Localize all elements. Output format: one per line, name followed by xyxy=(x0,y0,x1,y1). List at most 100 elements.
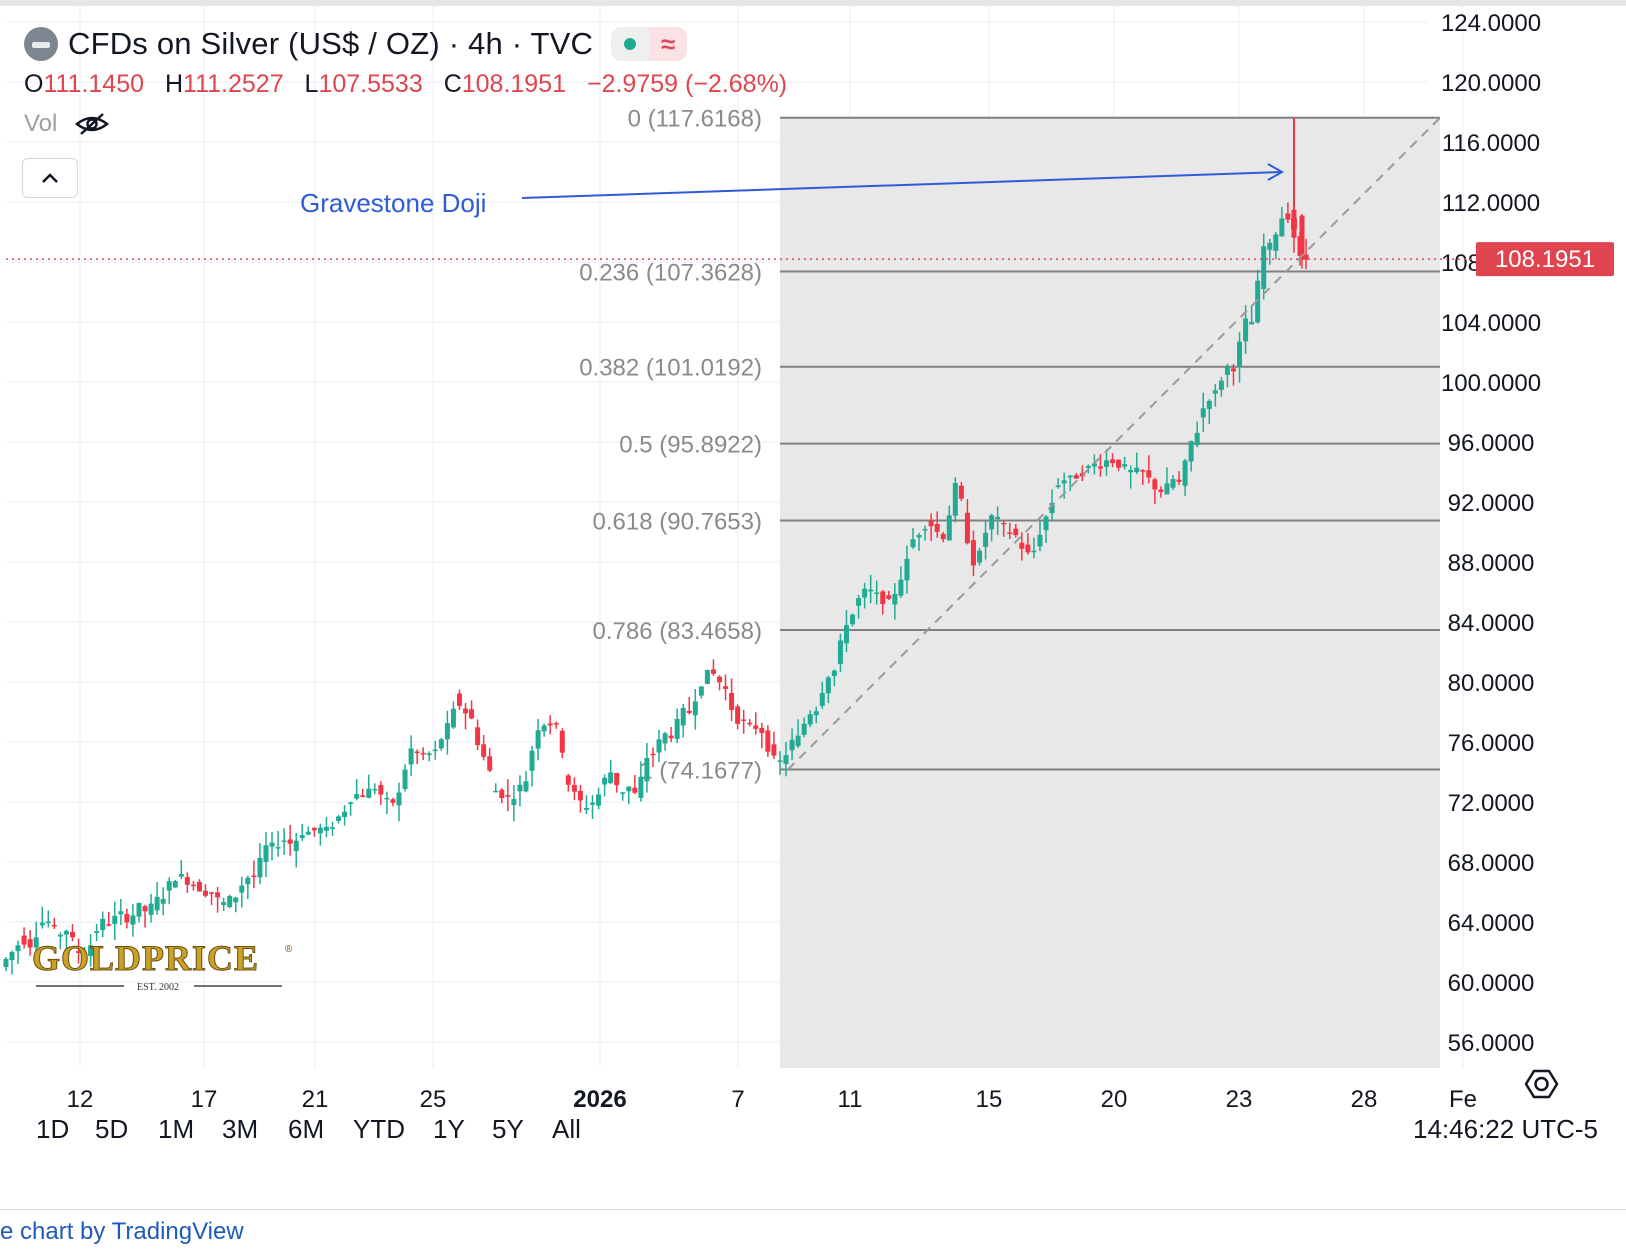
candle-body xyxy=(777,760,783,762)
last-price-tag: 108.1951 xyxy=(1476,242,1614,277)
candle-body xyxy=(166,881,172,891)
candle-body xyxy=(983,532,989,547)
market-status[interactable]: ≈ xyxy=(611,27,688,61)
candle-body xyxy=(76,951,82,953)
candle-body xyxy=(529,750,535,771)
range-5d-button[interactable]: 5D xyxy=(95,1114,129,1144)
eye-off-icon[interactable] xyxy=(75,111,110,137)
candle-body xyxy=(426,753,432,755)
candle-body xyxy=(1019,542,1025,549)
candle-body xyxy=(94,931,100,933)
range-1m-button[interactable]: 1M xyxy=(158,1114,195,1144)
candle-body xyxy=(1025,544,1031,553)
y-tick-label: 84.0000 xyxy=(1448,610,1535,637)
close-label: C xyxy=(443,70,462,98)
candle-body xyxy=(904,558,910,581)
y-tick-label: 56.0000 xyxy=(1448,1030,1535,1057)
attribution-prefix: e chart by xyxy=(0,1218,112,1245)
symbol-title[interactable]: CFDs on Silver (US$ / OZ) · 4h · TVC xyxy=(68,26,594,61)
fib-level-label: 0.5 (95.8922) xyxy=(619,432,762,459)
candle-body xyxy=(1110,459,1116,464)
candle-body xyxy=(759,728,765,734)
candle-body xyxy=(390,799,396,803)
candle-body xyxy=(118,911,124,915)
candle-body xyxy=(438,739,444,749)
candle-body xyxy=(789,739,795,751)
price-chart[interactable]: 0 (117.6168) 0.236 (107.3628) 0.382 (101.0… xyxy=(0,0,1626,1210)
y-axis[interactable]: 124.0000120.0000116.0000112.0000108.0000… xyxy=(1441,10,1541,1057)
candle-body xyxy=(1128,469,1134,473)
annotation-arrow[interactable] xyxy=(521,171,1283,199)
candle-body xyxy=(1218,380,1224,390)
candle-body xyxy=(293,840,299,852)
y-tick-label: 104.0000 xyxy=(1441,310,1541,337)
candle-body xyxy=(783,755,789,764)
candle-body xyxy=(765,730,771,752)
range-1y-button[interactable]: 1Y xyxy=(433,1114,465,1144)
candle-body xyxy=(275,847,281,849)
candle-body xyxy=(1103,460,1109,467)
candle-body xyxy=(463,708,469,714)
fib-trend-line[interactable] xyxy=(787,117,1441,771)
range-all-button[interactable]: All xyxy=(552,1114,581,1144)
fib-levels[interactable]: 0 (117.6168) 0.236 (107.3628) 0.382 (101.0… xyxy=(579,106,1440,785)
candle-body xyxy=(1134,467,1140,473)
candle-body xyxy=(469,709,475,719)
candle-body xyxy=(583,807,589,810)
candle-body xyxy=(69,931,75,938)
candle-body xyxy=(807,714,813,725)
candle-body xyxy=(668,735,674,739)
range-3m-button[interactable]: 3M xyxy=(222,1114,259,1144)
candle-body xyxy=(336,816,342,821)
live-status-dot-icon xyxy=(624,38,637,50)
candle-body xyxy=(3,958,9,968)
candle-body xyxy=(729,692,735,711)
candle-body xyxy=(1279,218,1285,237)
candle-body xyxy=(269,842,275,847)
candle-body xyxy=(1224,366,1230,375)
candle-body xyxy=(251,875,257,878)
chart-settings[interactable] xyxy=(1524,1069,1559,1099)
annotation[interactable]: Gravestone Doji xyxy=(300,163,1285,218)
gear-icon[interactable] xyxy=(1524,1069,1559,1099)
candle-body xyxy=(1164,483,1170,495)
candle-body xyxy=(880,591,886,604)
fib-retracement-zone[interactable] xyxy=(780,117,1440,1069)
candle-body xyxy=(1152,479,1158,490)
attribution-brand[interactable]: TradingView xyxy=(111,1218,244,1245)
candle-body xyxy=(922,528,928,531)
annotation-label[interactable]: Gravestone Doji xyxy=(300,188,486,218)
candle-body xyxy=(989,515,995,530)
candle-body xyxy=(124,914,130,923)
candle-body xyxy=(916,535,922,538)
high-label: H xyxy=(164,70,184,98)
candle-body xyxy=(233,897,239,903)
attribution[interactable]: e chart by TradingView xyxy=(0,1218,244,1246)
candle-body xyxy=(795,735,801,747)
collapse-legend-button[interactable] xyxy=(22,158,78,198)
candle-body xyxy=(378,784,384,795)
candle-body xyxy=(553,722,559,725)
x-axis[interactable]: 12 17 21 25 2026 7 11 15 20 23 28 Fe xyxy=(67,1086,1477,1113)
candle-body xyxy=(680,707,686,726)
candle-body xyxy=(456,693,462,706)
candle-body xyxy=(1176,479,1182,482)
candle-body xyxy=(608,772,614,784)
candle-body xyxy=(1031,550,1037,553)
clock[interactable]: 14:46:22 UTC-5 xyxy=(1413,1114,1598,1144)
candle-body xyxy=(596,794,602,806)
candle-body xyxy=(51,924,57,927)
candle-body xyxy=(209,892,215,894)
candle-body xyxy=(620,792,626,794)
candle-body xyxy=(874,592,880,594)
candle-body xyxy=(1043,516,1049,531)
ohlc-legend: O111.1450 H111.2527 L107.5533 C108.1951 … xyxy=(24,70,801,99)
change-value: −2.9759 (−2.68%) xyxy=(586,70,788,98)
candle-body xyxy=(964,512,970,544)
x-tick-label: 12 xyxy=(67,1086,94,1113)
range-1d-button[interactable]: 1D xyxy=(36,1114,70,1144)
range-ytd-button[interactable]: YTD xyxy=(353,1114,405,1144)
range-5y-button[interactable]: 5Y xyxy=(492,1114,524,1144)
range-6m-button[interactable]: 6M xyxy=(288,1114,325,1144)
candle-body xyxy=(414,751,420,754)
